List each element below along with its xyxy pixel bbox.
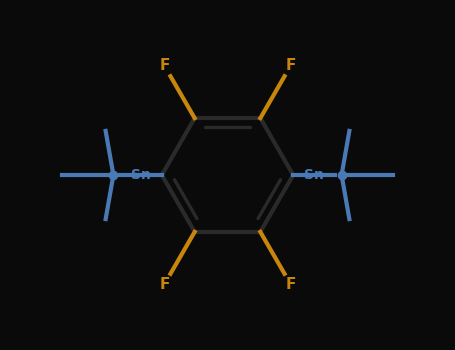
Text: Sn: Sn [304, 168, 324, 182]
Text: F: F [285, 277, 296, 292]
Text: F: F [159, 58, 170, 73]
Text: Sn: Sn [131, 168, 151, 182]
Text: F: F [285, 58, 296, 73]
Text: F: F [159, 277, 170, 292]
